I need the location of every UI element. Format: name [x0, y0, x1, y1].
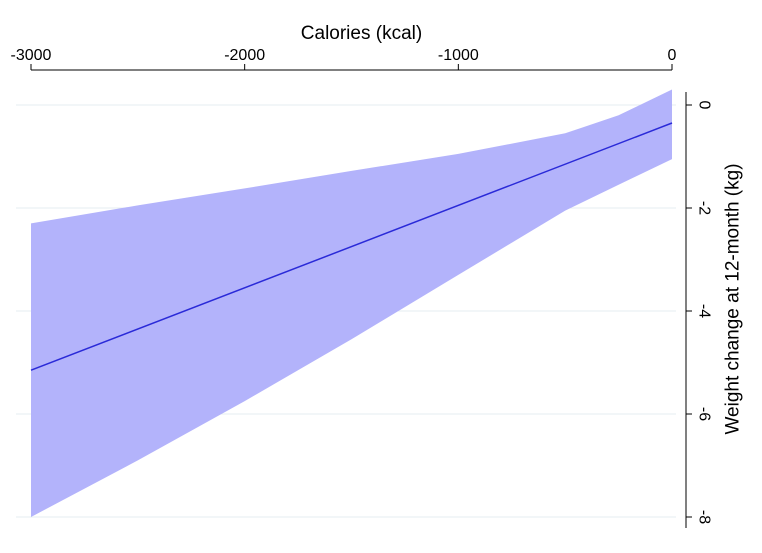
confidence-band: [31, 89, 672, 517]
series-line-0: [30, 122, 673, 371]
x-tick-label-0: -3000: [11, 47, 52, 64]
x-tick-label-2: -1000: [438, 47, 479, 64]
y-tick-label-3: -6: [696, 407, 713, 421]
axes: [30, 64, 692, 528]
x-tick-label-3: 0: [668, 47, 677, 64]
x-axis-title: Calories (kcal): [301, 23, 422, 44]
x-tick-label-1: -2000: [224, 47, 265, 64]
y-tick-label-4: -8: [696, 510, 713, 524]
y-tick-label-1: -2: [696, 201, 713, 215]
confidence-band-layer: [31, 89, 672, 517]
y-axis-title: Weight change at 12-month (kg): [723, 163, 744, 434]
tick-labels: -3000 -2000 -1000 0 0 -2 -4 -6 -8: [11, 47, 713, 524]
series-line-layer: [30, 122, 673, 371]
y-tick-label-2: -4: [696, 304, 713, 318]
y-tick-label-0: 0: [696, 101, 713, 110]
